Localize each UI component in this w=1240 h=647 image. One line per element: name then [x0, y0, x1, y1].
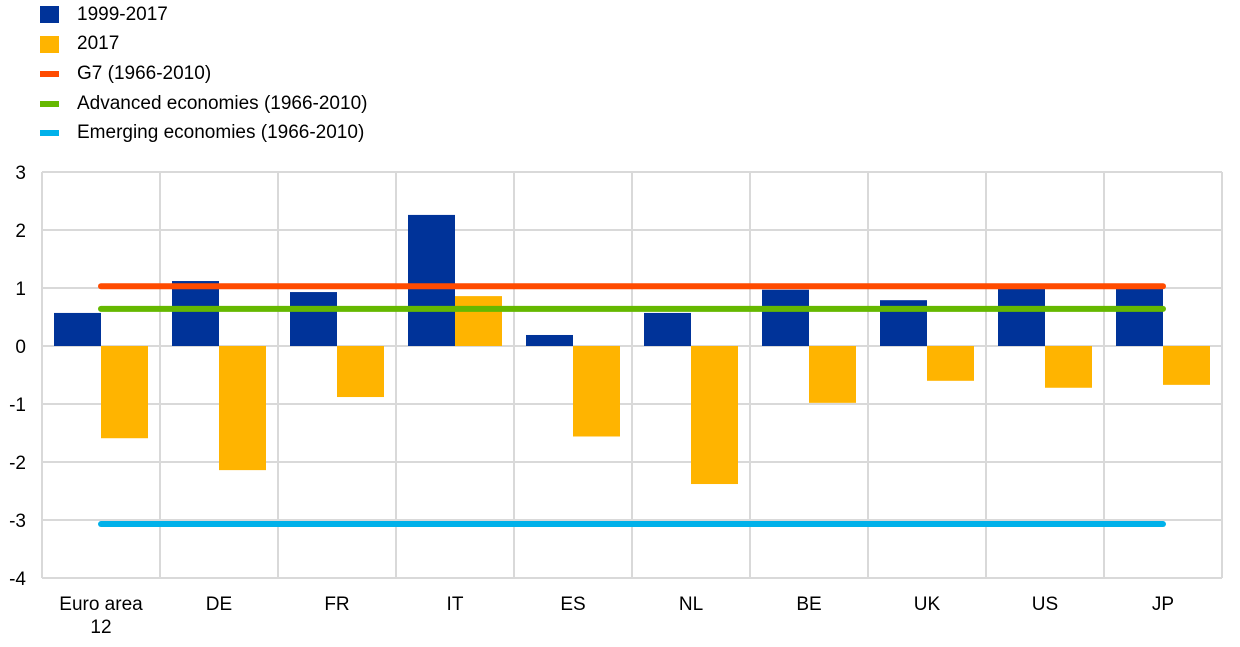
bar-2017-be [809, 346, 856, 403]
y-tick-label: 1 [15, 279, 26, 300]
bar-1999-2017-es [526, 334, 573, 346]
y-tick-label: 0 [15, 337, 26, 358]
x-tick-label: ES [560, 594, 585, 615]
legend-label: Advanced economies (1966-2010) [77, 92, 368, 114]
legend-label: 2017 [77, 33, 120, 55]
x-tick-label: FR [324, 594, 349, 615]
bars [54, 214, 1210, 485]
legend-swatch-1999-2017 [40, 6, 59, 24]
bar-1999-2017-de [172, 281, 219, 346]
legend-item-1999-2017: 1999-2017 [40, 0, 367, 30]
legend-item-advanced: Advanced economies (1966-2010) [40, 89, 367, 119]
bar-2017-euro-area-12 [101, 346, 148, 439]
x-tick-label: JP [1152, 594, 1174, 615]
bar-2017-es [573, 346, 620, 437]
bar-1999-2017-euro-area-12 [54, 312, 101, 346]
x-tick-label: Euro area [59, 594, 143, 615]
bar-1999-2017-it [408, 214, 455, 346]
bar-2017-nl [691, 346, 738, 485]
legend-item-emerging: Emerging economies (1966-2010) [40, 118, 367, 148]
y-tick-label: -3 [9, 511, 26, 532]
legend-swatch-2017 [40, 35, 59, 53]
y-tick-label: -2 [9, 453, 26, 474]
reference-lines [98, 283, 1166, 528]
y-axis-ticks: 3 2 1 0 -1 -2 -3 -4 [9, 163, 26, 590]
bar-2017-fr [337, 346, 384, 398]
legend-item-g7: G7 (1966-2010) [40, 59, 367, 89]
x-tick-label: US [1032, 594, 1058, 615]
bar-2017-de [219, 346, 266, 471]
legend-swatch-emerging [40, 130, 59, 137]
x-tick-label: DE [206, 594, 232, 615]
x-tick-label: 12 [90, 617, 111, 638]
y-tick-label: -4 [9, 569, 26, 590]
legend-label: G7 (1966-2010) [77, 62, 212, 84]
bar-1999-2017-nl [644, 312, 691, 346]
legend-label: Emerging economies (1966-2010) [77, 122, 365, 144]
bar-2017-us [1045, 346, 1092, 388]
x-tick-label: UK [914, 594, 941, 615]
y-tick-label: 3 [15, 163, 26, 184]
y-tick-label: -1 [9, 395, 26, 416]
bar-1999-2017-fr [290, 292, 337, 346]
legend-item-2017: 2017 [40, 30, 367, 60]
bar-1999-2017-be [762, 289, 809, 346]
x-tick-label: BE [796, 594, 821, 615]
chart-legend: 1999-2017 2017 G7 (1966-2010) Advanced e… [40, 0, 367, 148]
legend-label: 1999-2017 [77, 3, 168, 25]
legend-swatch-g7 [40, 70, 59, 77]
bar-2017-jp [1163, 346, 1210, 385]
y-tick-label: 2 [15, 221, 26, 242]
x-tick-label: NL [679, 594, 703, 615]
legend-swatch-advanced [40, 100, 59, 107]
bar-2017-it [455, 296, 502, 346]
bar-1999-2017-us [998, 286, 1045, 346]
bar-2017-uk [927, 346, 974, 381]
x-tick-label: IT [447, 594, 464, 615]
bar-1999-2017-jp [1116, 286, 1163, 346]
